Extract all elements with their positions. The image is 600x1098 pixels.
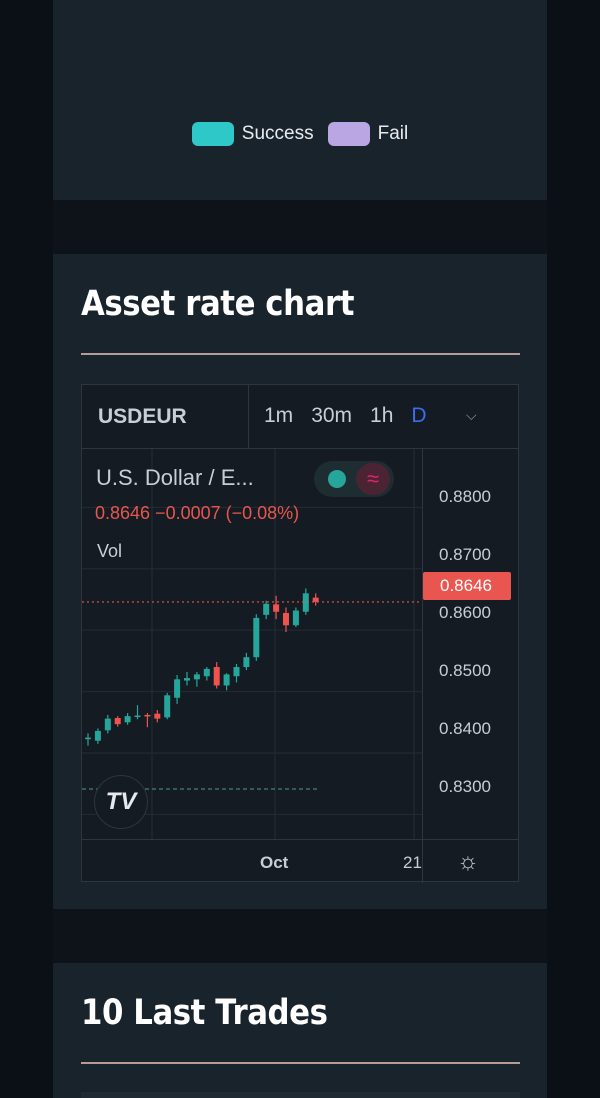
market-status-pill[interactable]: ≈ bbox=[314, 461, 394, 497]
candle-body bbox=[223, 674, 230, 686]
candle-body bbox=[292, 610, 299, 626]
left-gutter bbox=[0, 0, 53, 1098]
volume-label: Vol bbox=[97, 541, 123, 561]
interval-selector: 1m 30m 1h D bbox=[264, 404, 427, 428]
candle-body bbox=[85, 737, 91, 740]
candle-body bbox=[184, 678, 190, 681]
right-gutter bbox=[547, 0, 600, 1098]
chevron-down-icon[interactable]: ⌵ bbox=[466, 407, 477, 423]
symbol-button[interactable]: USDEUR bbox=[98, 405, 187, 428]
price-tick: 0.8300 bbox=[439, 777, 491, 796]
chart-toolbar: USDEUR 1m 30m 1h D ⌵ bbox=[82, 385, 518, 449]
legend-item-fail[interactable]: Fail bbox=[327, 122, 409, 146]
legend-label-fail: Fail bbox=[377, 123, 409, 144]
fail-swatch bbox=[327, 122, 370, 146]
price-tick: 0.8400 bbox=[439, 719, 491, 738]
candle-body bbox=[114, 718, 121, 725]
toolbar-separator bbox=[248, 385, 249, 449]
time-label-oct: Oct bbox=[260, 853, 289, 872]
candle-body bbox=[263, 603, 270, 615]
settings-gear-icon[interactable]: ☼ bbox=[457, 848, 479, 875]
candle-body bbox=[233, 667, 240, 677]
candle-body bbox=[253, 617, 260, 658]
candle-body bbox=[174, 679, 181, 698]
legend-item-success[interactable]: Success bbox=[191, 122, 314, 146]
interval-1m[interactable]: 1m bbox=[264, 404, 294, 427]
ohlc-values: 0.8646 −0.0007 (−0.08%) bbox=[95, 503, 300, 523]
wave-icon: ≈ bbox=[356, 463, 390, 495]
chart-legend: Success Fail bbox=[53, 122, 547, 146]
tradingview-widget[interactable]: USDEUR 1m 30m 1h D ⌵ U.S. Dollar / E... … bbox=[81, 384, 519, 883]
candle-body bbox=[213, 667, 220, 686]
market-open-dot-icon bbox=[328, 470, 346, 488]
candle-body bbox=[273, 604, 280, 612]
candle-body bbox=[193, 674, 200, 680]
candle-body bbox=[104, 718, 111, 731]
last-price-badge: 0.8646 bbox=[423, 572, 511, 600]
price-tick: 0.8700 bbox=[439, 545, 491, 564]
candle-body bbox=[283, 612, 289, 626]
candle-body bbox=[154, 713, 161, 719]
price-scale[interactable]: 0.8800 0.8700 0.8600 0.8500 0.8400 0.830… bbox=[422, 449, 519, 839]
asset-rate-chart-title: Asset rate chart bbox=[81, 284, 354, 324]
price-tick: 0.8800 bbox=[439, 487, 491, 506]
title-divider bbox=[81, 1062, 520, 1064]
last-trades-card: 10 Last Trades bbox=[53, 963, 547, 1098]
interval-30m[interactable]: 30m bbox=[311, 404, 353, 427]
interval-1h[interactable]: 1h bbox=[370, 404, 394, 427]
success-fail-card: Success Fail bbox=[53, 0, 547, 200]
title-divider bbox=[81, 353, 520, 355]
candle-body bbox=[94, 730, 101, 741]
symbol-description: U.S. Dollar / E... bbox=[96, 465, 254, 490]
candle-body bbox=[243, 657, 250, 668]
tradingview-logo[interactable]: TV bbox=[94, 775, 148, 829]
candle-body bbox=[144, 714, 151, 717]
trades-table-top bbox=[81, 1092, 520, 1098]
time-axis-separator bbox=[422, 840, 423, 883]
price-tick: 0.8600 bbox=[439, 603, 491, 622]
time-label-21: 21 bbox=[403, 853, 422, 872]
success-swatch bbox=[191, 122, 234, 146]
interval-d[interactable]: D bbox=[411, 404, 427, 427]
candle-body bbox=[302, 593, 309, 612]
candle-body bbox=[164, 695, 171, 718]
time-axis[interactable]: Oct 21 ☼ bbox=[82, 839, 519, 883]
candles bbox=[85, 588, 319, 746]
candle-body bbox=[203, 668, 210, 677]
candle-body bbox=[124, 716, 131, 723]
legend-label-success: Success bbox=[241, 123, 314, 144]
candle-body bbox=[134, 715, 141, 718]
candle-body bbox=[312, 597, 319, 602]
last-trades-title: 10 Last Trades bbox=[81, 993, 328, 1033]
asset-rate-chart-card: Asset rate chart USDEUR 1m 30m 1h D ⌵ U.… bbox=[53, 254, 547, 909]
price-tick: 0.8500 bbox=[439, 661, 491, 680]
